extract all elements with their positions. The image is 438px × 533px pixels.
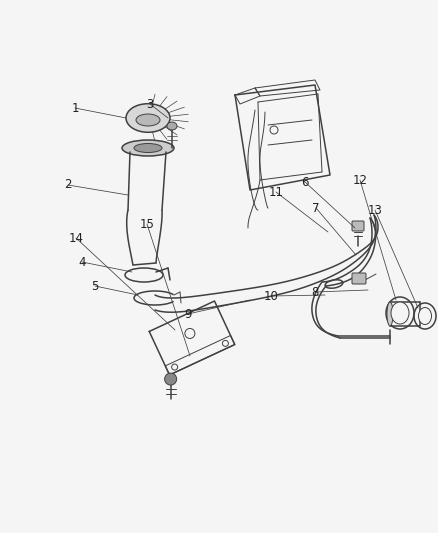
Circle shape (165, 373, 177, 385)
Text: 15: 15 (140, 217, 155, 230)
Text: 10: 10 (264, 289, 279, 303)
Ellipse shape (387, 302, 393, 326)
Text: 9: 9 (184, 308, 192, 320)
Text: 7: 7 (312, 201, 320, 214)
Ellipse shape (134, 143, 162, 152)
Ellipse shape (126, 104, 170, 132)
Text: 1: 1 (71, 101, 79, 115)
Ellipse shape (136, 114, 160, 126)
Text: 2: 2 (64, 179, 72, 191)
Text: 14: 14 (68, 231, 84, 245)
Text: 6: 6 (301, 175, 309, 189)
Ellipse shape (122, 140, 174, 156)
Ellipse shape (418, 308, 431, 325)
Ellipse shape (391, 302, 409, 324)
Text: 5: 5 (91, 279, 99, 293)
Text: 11: 11 (268, 185, 283, 198)
Ellipse shape (167, 122, 177, 130)
Text: 13: 13 (367, 204, 382, 216)
Text: 12: 12 (353, 174, 367, 187)
Text: 3: 3 (146, 98, 154, 110)
Text: 8: 8 (311, 286, 319, 298)
FancyBboxPatch shape (352, 221, 364, 231)
FancyBboxPatch shape (352, 273, 366, 284)
Text: 4: 4 (78, 255, 86, 269)
